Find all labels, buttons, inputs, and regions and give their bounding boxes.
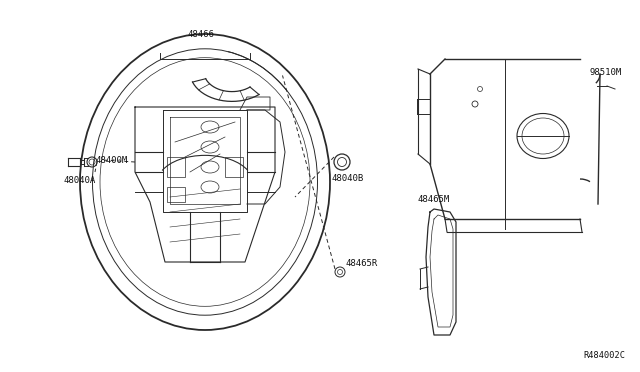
- Text: 48040A: 48040A: [63, 176, 95, 185]
- Text: 48465R: 48465R: [346, 260, 378, 269]
- Text: R484002C: R484002C: [583, 351, 625, 360]
- Text: 48466: 48466: [187, 29, 214, 38]
- Text: 48040B: 48040B: [332, 173, 364, 183]
- Text: 98510M: 98510M: [590, 67, 622, 77]
- Text: 48465M: 48465M: [418, 195, 451, 203]
- Text: 48400M: 48400M: [95, 155, 127, 164]
